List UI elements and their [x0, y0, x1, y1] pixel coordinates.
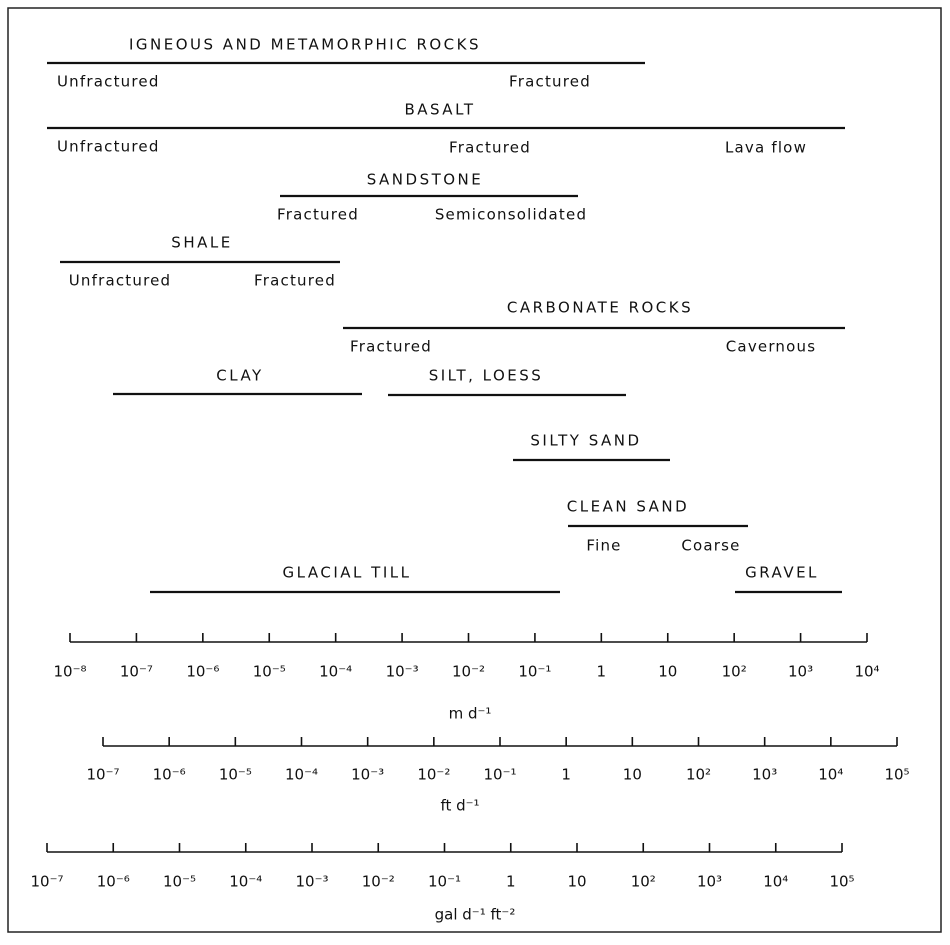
scale-tick-label: 1: [506, 873, 516, 891]
scale-unit: m d⁻¹: [449, 705, 492, 723]
scale-tick-label: 10⁻⁴: [285, 766, 318, 784]
scale-tick-label: 10⁻⁶: [186, 663, 219, 681]
scale-tick-label: 10⁻⁶: [153, 766, 186, 784]
scale-tick-label: 10⁴: [818, 766, 843, 784]
rock-subtype: Fractured: [509, 73, 591, 91]
scale-tick-label: 10⁻²: [417, 766, 450, 784]
scale-tick-label: 10⁻⁸: [53, 663, 86, 681]
rock-subtype: Fractured: [449, 139, 531, 157]
rock-title: SILT, LOESS: [429, 367, 544, 385]
scale-tick-label: 10⁻²: [362, 873, 395, 891]
rock-subtype: Fractured: [350, 338, 432, 356]
scale-tick-label: 10⁻¹: [483, 766, 516, 784]
scale-tick-label: 1: [597, 663, 607, 681]
scale-tick-label: 10⁻⁴: [319, 663, 352, 681]
rock-title: CARBONATE ROCKS: [507, 299, 693, 317]
scale-tick-label: 10⁻³: [386, 663, 419, 681]
rock-subtype: Lava flow: [725, 139, 807, 157]
scale-tick-label: 10⁻¹: [428, 873, 461, 891]
scale-unit: gal d⁻¹ ft⁻²: [435, 906, 516, 924]
rock-subtype: Unfractured: [57, 138, 160, 156]
rock-title: GLACIAL TILL: [283, 564, 412, 582]
scale-tick-label: 1: [561, 766, 571, 784]
rock-title: CLAY: [216, 367, 263, 385]
scale-tick-label: 10³: [788, 663, 813, 681]
scale-tick-label: 10⁻³: [351, 766, 384, 784]
rock-subtype: Fine: [586, 537, 621, 555]
rock-title: CLEAN SAND: [567, 498, 689, 516]
scale-tick-label: 10⁴: [763, 873, 788, 891]
scale-tick-label: 10²: [686, 766, 711, 784]
scale-tick-label: 10: [623, 766, 642, 784]
scale-tick-label: 10⁻⁵: [219, 766, 252, 784]
rock-title: SILTY SAND: [530, 432, 641, 450]
scale-tick-label: 10: [567, 873, 586, 891]
scale-unit: ft d⁻¹: [440, 797, 479, 815]
rock-subtype: Coarse: [681, 537, 740, 555]
scale-tick-label: 10²: [722, 663, 747, 681]
rock-subtype: Unfractured: [57, 73, 160, 91]
scale-tick-label: 10⁻⁵: [253, 663, 286, 681]
rock-subtype: Semiconsolidated: [435, 206, 587, 224]
rock-title: SANDSTONE: [367, 171, 484, 189]
scale-tick-label: 10⁵: [884, 766, 909, 784]
scale-tick-label: 10: [658, 663, 677, 681]
scale-tick-label: 10⁻⁷: [120, 663, 153, 681]
rock-subtype: Unfractured: [69, 272, 172, 290]
rock-subtype: Cavernous: [726, 338, 816, 356]
scale-tick-label: 10⁻³: [295, 873, 328, 891]
scale-tick-label: 10⁻⁷: [86, 766, 119, 784]
rock-title: SHALE: [171, 234, 232, 252]
rock-title: GRAVEL: [745, 564, 819, 582]
scale-tick-label: 10⁻⁴: [229, 873, 262, 891]
scale-tick-label: 10⁻⁶: [97, 873, 130, 891]
scale-tick-label: 10³: [697, 873, 722, 891]
scale-tick-label: 10⁻⁷: [30, 873, 63, 891]
scale-tick-label: 10²: [631, 873, 656, 891]
rock-subtype: Fractured: [254, 272, 336, 290]
frame: [7, 7, 942, 933]
rock-title: BASALT: [404, 101, 475, 119]
scale-tick-label: 10⁻⁵: [163, 873, 196, 891]
rock-title: IGNEOUS AND METAMORPHIC ROCKS: [129, 36, 481, 54]
scale-tick-label: 10⁴: [854, 663, 879, 681]
rock-subtype: Fractured: [277, 206, 359, 224]
scale-tick-label: 10⁵: [829, 873, 854, 891]
scale-tick-label: 10³: [752, 766, 777, 784]
scale-tick-label: 10⁻²: [452, 663, 485, 681]
scale-tick-label: 10⁻¹: [518, 663, 551, 681]
